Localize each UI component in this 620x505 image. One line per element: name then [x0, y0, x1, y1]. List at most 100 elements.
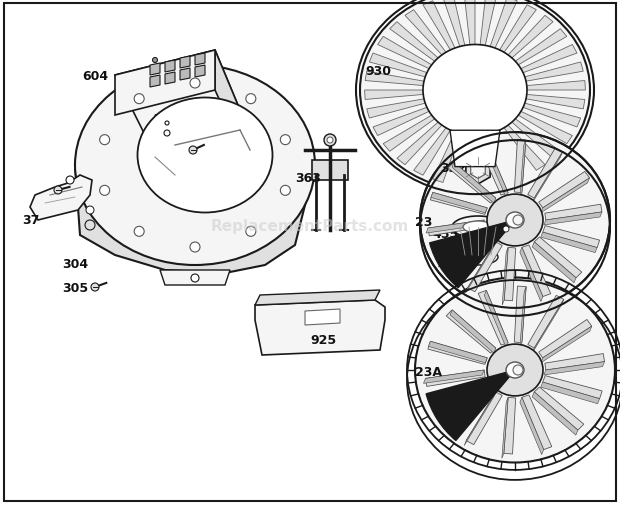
- Polygon shape: [180, 69, 190, 81]
- Circle shape: [165, 122, 169, 126]
- Polygon shape: [440, 233, 492, 269]
- Polygon shape: [518, 112, 572, 144]
- Polygon shape: [484, 291, 508, 348]
- Polygon shape: [504, 126, 545, 171]
- Circle shape: [189, 147, 197, 155]
- Polygon shape: [305, 310, 340, 325]
- Polygon shape: [504, 248, 516, 301]
- Polygon shape: [534, 387, 584, 430]
- Polygon shape: [541, 179, 590, 214]
- Polygon shape: [502, 248, 508, 306]
- Polygon shape: [541, 233, 597, 253]
- Polygon shape: [438, 233, 487, 268]
- Polygon shape: [520, 140, 526, 198]
- Polygon shape: [544, 362, 604, 375]
- Polygon shape: [515, 140, 526, 193]
- Polygon shape: [366, 99, 425, 119]
- Polygon shape: [522, 245, 551, 297]
- Polygon shape: [165, 61, 175, 73]
- Polygon shape: [464, 392, 496, 446]
- Polygon shape: [523, 104, 581, 128]
- Polygon shape: [466, 392, 502, 445]
- Polygon shape: [370, 54, 427, 78]
- Polygon shape: [520, 397, 544, 454]
- Polygon shape: [423, 2, 455, 51]
- Polygon shape: [160, 271, 230, 285]
- Polygon shape: [165, 73, 175, 85]
- Polygon shape: [467, 242, 502, 292]
- Polygon shape: [155, 113, 175, 144]
- Polygon shape: [452, 163, 496, 204]
- Text: 37: 37: [22, 214, 40, 227]
- Polygon shape: [532, 300, 564, 353]
- Ellipse shape: [75, 66, 315, 266]
- Ellipse shape: [452, 217, 504, 238]
- Polygon shape: [512, 120, 560, 159]
- Circle shape: [190, 79, 200, 89]
- Polygon shape: [428, 221, 485, 236]
- Polygon shape: [423, 370, 484, 384]
- Ellipse shape: [458, 249, 498, 266]
- Polygon shape: [500, 6, 536, 54]
- Polygon shape: [433, 132, 460, 183]
- Polygon shape: [466, 157, 490, 185]
- Ellipse shape: [463, 222, 493, 233]
- Wedge shape: [430, 221, 515, 288]
- Polygon shape: [150, 64, 160, 76]
- Polygon shape: [115, 51, 215, 116]
- Polygon shape: [365, 72, 424, 86]
- Circle shape: [134, 94, 144, 105]
- Polygon shape: [430, 193, 487, 215]
- Polygon shape: [545, 205, 602, 221]
- Ellipse shape: [360, 0, 590, 191]
- Polygon shape: [490, 0, 517, 49]
- Polygon shape: [534, 237, 582, 278]
- Polygon shape: [521, 45, 577, 74]
- Polygon shape: [448, 163, 496, 204]
- Polygon shape: [532, 392, 578, 435]
- Polygon shape: [508, 16, 553, 59]
- Polygon shape: [450, 310, 496, 354]
- Ellipse shape: [420, 133, 610, 308]
- Polygon shape: [378, 37, 432, 70]
- Polygon shape: [425, 370, 485, 387]
- Circle shape: [190, 242, 200, 252]
- Ellipse shape: [506, 213, 524, 229]
- Polygon shape: [150, 76, 160, 88]
- Polygon shape: [438, 382, 492, 421]
- Text: 23A: 23A: [415, 366, 442, 379]
- Ellipse shape: [506, 362, 524, 378]
- Polygon shape: [215, 51, 240, 146]
- Ellipse shape: [415, 278, 615, 463]
- Text: 930: 930: [365, 64, 391, 77]
- Polygon shape: [542, 226, 600, 248]
- Polygon shape: [532, 153, 562, 204]
- Circle shape: [91, 283, 99, 291]
- Polygon shape: [545, 354, 604, 370]
- Polygon shape: [450, 131, 500, 167]
- Circle shape: [513, 216, 523, 226]
- Polygon shape: [480, 0, 497, 46]
- Circle shape: [153, 59, 157, 63]
- Text: 78: 78: [70, 185, 87, 198]
- Wedge shape: [426, 370, 515, 440]
- Polygon shape: [115, 51, 240, 136]
- Polygon shape: [525, 63, 583, 82]
- Polygon shape: [466, 242, 496, 293]
- Text: ReplacementParts.com: ReplacementParts.com: [211, 218, 409, 233]
- Bar: [312, 161, 348, 181]
- Polygon shape: [446, 310, 496, 354]
- Polygon shape: [528, 296, 564, 348]
- Circle shape: [246, 94, 256, 105]
- Polygon shape: [30, 176, 92, 221]
- Circle shape: [327, 138, 333, 144]
- Polygon shape: [452, 228, 504, 258]
- Polygon shape: [504, 397, 516, 454]
- Polygon shape: [485, 144, 508, 198]
- Circle shape: [513, 365, 523, 375]
- Polygon shape: [75, 166, 315, 274]
- Text: 604: 604: [82, 69, 108, 82]
- Ellipse shape: [487, 195, 543, 246]
- Polygon shape: [532, 242, 576, 283]
- Polygon shape: [479, 144, 508, 195]
